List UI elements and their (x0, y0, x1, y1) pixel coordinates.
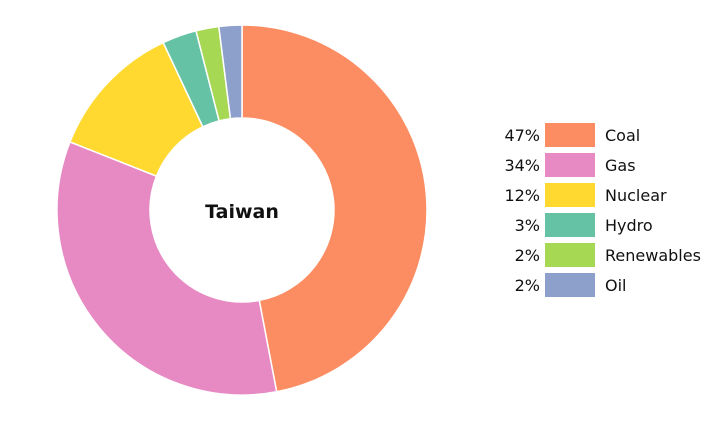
legend-percent: 2% (515, 246, 540, 265)
legend-percent: 12% (504, 186, 540, 205)
legend-swatch (545, 213, 595, 237)
legend-swatch (545, 123, 595, 147)
legend-swatch (545, 243, 595, 267)
legend: 47% Coal 34% Gas 12% Nuclear 3% Hydro 2% Renewabl… (504, 123, 701, 297)
legend-percent: 47% (504, 126, 540, 145)
legend-label: Nuclear (605, 186, 667, 205)
slice-coal (241, 24, 428, 393)
legend-item-coal: 47% Coal (504, 123, 640, 147)
legend-item-gas: 34% Gas (504, 153, 636, 177)
slice-gas (56, 140, 278, 396)
legend-label: Renewables (605, 246, 701, 265)
legend-swatch (545, 153, 595, 177)
legend-swatch (545, 273, 595, 297)
center-label: Taiwan (205, 201, 279, 223)
slice-oil (217, 24, 243, 120)
legend-label: Gas (605, 156, 636, 175)
legend-swatch (545, 183, 595, 207)
legend-label: Hydro (605, 216, 653, 235)
legend-percent: 3% (515, 216, 540, 235)
legend-label: Oil (605, 276, 626, 295)
legend-label: Coal (605, 126, 640, 145)
legend-item-nuclear: 12% Nuclear (504, 183, 667, 207)
legend-item-oil: 2% Oil (515, 273, 626, 297)
legend-item-hydro: 3% Hydro (515, 213, 653, 237)
legend-percent: 34% (504, 156, 540, 175)
donut-slices (56, 24, 428, 396)
legend-percent: 2% (515, 276, 540, 295)
legend-item-renewables: 2% Renewables (515, 243, 701, 267)
